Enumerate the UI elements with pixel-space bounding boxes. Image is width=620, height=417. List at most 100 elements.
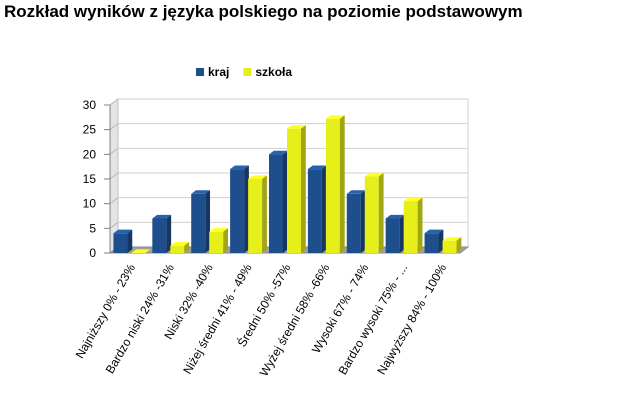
bar-szkoła-3	[248, 175, 267, 253]
bar-top	[287, 125, 306, 129]
bar-side	[456, 237, 462, 253]
bar-kraj-8	[424, 229, 444, 253]
bar-szkoła-0	[131, 249, 151, 253]
y-tick-label: 0	[89, 246, 96, 260]
bar-side	[127, 229, 133, 253]
y-tick-label: 20	[83, 147, 97, 161]
legend: kraj szkoła	[196, 65, 292, 79]
bar-side	[205, 190, 211, 253]
bar-front	[325, 118, 340, 254]
bar-front	[346, 193, 361, 253]
legend-swatch	[196, 68, 204, 76]
y-tick-label: 30	[83, 98, 97, 112]
bar-top	[170, 242, 190, 246]
gridline-depth	[109, 197, 119, 205]
bar-front	[269, 154, 283, 253]
legend-item-kraj: kraj	[196, 65, 229, 79]
bar-szkoła-7	[403, 197, 423, 253]
bars-layer	[113, 115, 462, 254]
bar-top	[403, 197, 423, 202]
bar-top	[248, 175, 267, 179]
gridline-depth	[109, 123, 119, 131]
bar-front	[248, 179, 263, 253]
bar-szkoła-5	[325, 115, 345, 254]
bar-side	[166, 214, 172, 253]
bar-kraj-2	[191, 190, 211, 253]
bar-top	[113, 229, 133, 234]
bar-front	[113, 233, 128, 253]
bar-front	[287, 128, 301, 253]
gridline-depth	[109, 147, 119, 155]
bar-top	[230, 165, 249, 170]
bar-front	[170, 245, 185, 253]
bar-front	[424, 233, 439, 253]
bar-szkoła-6	[364, 172, 384, 253]
bar-top	[209, 228, 229, 232]
bar-front	[307, 169, 322, 253]
y-axis: 0 5 10 15 20 25 30	[83, 98, 111, 260]
gridline-depth	[109, 172, 119, 180]
bar-front	[385, 218, 400, 253]
legend-swatch	[243, 68, 252, 76]
legend-item-szkoła: szkoła	[243, 65, 292, 79]
bar-kraj-3	[230, 165, 249, 253]
bar-kraj-7	[385, 214, 405, 253]
bar-side	[244, 165, 249, 253]
bar-front	[364, 176, 379, 253]
x-tick-label: Niżej średni 41% - 49%	[180, 261, 255, 376]
bar-top	[364, 172, 384, 177]
bar-top	[385, 214, 405, 219]
x-tick-label: Najwyższy 84% - 100%	[374, 261, 449, 377]
bar-kraj-4	[269, 150, 288, 253]
gridline-depth	[109, 221, 119, 229]
bar-top	[269, 150, 288, 155]
bar-top	[346, 190, 366, 194]
y-tick-label: 25	[83, 123, 97, 137]
bar-top	[191, 190, 211, 194]
bar-front	[191, 193, 206, 253]
bar-kraj-0	[113, 229, 133, 253]
bar-top	[152, 214, 172, 219]
bar-front	[152, 218, 167, 253]
bar-side	[262, 175, 267, 253]
legend-label: szkoła	[255, 65, 292, 79]
bar-side	[283, 150, 288, 253]
bar-kraj-6	[346, 190, 366, 253]
bar-front	[230, 169, 245, 253]
bar-side	[184, 242, 190, 253]
bar-side	[417, 197, 423, 253]
bar-top	[325, 115, 345, 119]
bar-side	[339, 115, 345, 253]
bar-side	[321, 165, 327, 253]
bar-szkoła-1	[170, 242, 190, 253]
bar-szkoła-2	[209, 228, 229, 253]
bar-side	[378, 172, 384, 253]
bar-top	[424, 229, 444, 234]
y-tick-label: 15	[83, 172, 97, 186]
bar-kraj-5	[307, 165, 327, 253]
legend-label: kraj	[208, 65, 229, 79]
bar-side	[360, 190, 366, 253]
bar-szkoła-8	[442, 237, 462, 253]
bar-side	[301, 125, 306, 253]
bar-front	[403, 201, 418, 253]
y-tick-label: 5	[89, 221, 96, 235]
bar-side	[399, 214, 405, 253]
bar-top	[131, 249, 151, 253]
x-tick-label: Bardzo niski 24% -31%	[103, 261, 177, 376]
y-tick-label: 10	[83, 197, 97, 211]
bar-top	[307, 165, 327, 170]
bar-side	[223, 228, 229, 253]
bar-front	[209, 231, 224, 253]
bar-szkoła-4	[287, 125, 306, 253]
bar-top	[442, 237, 462, 241]
bar-side	[438, 229, 444, 253]
bar-front	[442, 240, 457, 253]
category-labels: Najniższy 0% - 23%Bardzo niski 24% -31%N…	[73, 261, 450, 379]
x-tick-label: Bardzo wysoki 75% - ...	[335, 261, 410, 377]
chart-title: Rozkład wyników z języka polskiego na po…	[4, 2, 523, 21]
bar-kraj-1	[152, 214, 172, 253]
gridline-depth	[109, 98, 119, 106]
x-tick-label: Wyżej średni 58% -66%	[257, 261, 333, 379]
